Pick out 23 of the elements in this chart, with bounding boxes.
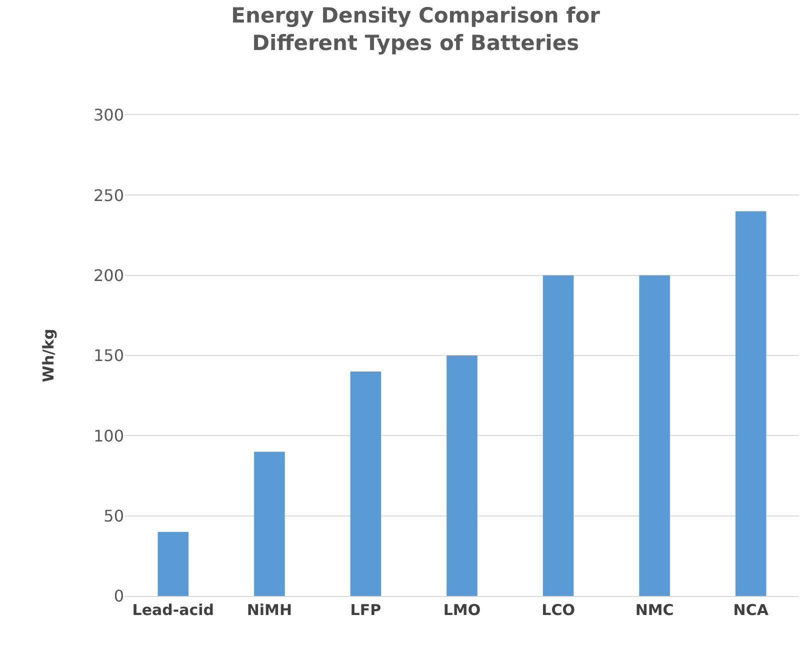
y-tick-label: 300 [93,106,124,125]
bar [639,275,670,596]
bar [158,532,189,596]
y-tick-label: 150 [93,346,124,366]
y-tick-label: 250 [93,186,124,205]
y-tick-label: 0 [114,586,124,606]
y-tick-label: 50 [104,506,124,526]
y-tick-label: 200 [93,266,124,285]
bar [735,211,766,596]
chart-title: Energy Density Comparison for Different Types of Batteries [231,4,601,55]
x-tick-label: LMO [443,601,481,619]
bar [542,275,574,596]
x-tick-label: LCO [542,601,575,619]
bar [446,356,478,596]
bar [254,452,285,596]
x-tick-label: NMC [635,601,674,619]
y-tick-label: 100 [93,426,124,446]
x-tick-label: NiMH [246,601,292,619]
x-tick-label: NCA [733,601,769,619]
x-tick-label: Lead-acid [132,601,214,619]
bar [350,372,382,596]
y-axis-title: Wh/kg [40,328,58,382]
x-tick-label: LFP [350,601,382,619]
